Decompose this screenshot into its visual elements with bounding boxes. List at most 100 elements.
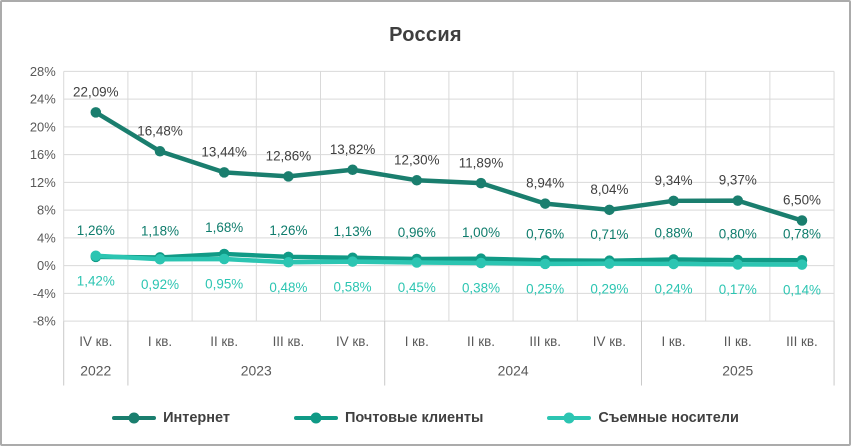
internet-data-point <box>604 204 615 216</box>
removable-media-data-label: 0,95% <box>205 277 243 292</box>
x-axis-quarter-label: II кв. <box>467 334 495 349</box>
removable-media-line <box>93 253 805 267</box>
mail-clients-data-label: 0,88% <box>655 226 693 241</box>
x-axis-quarter-label: II кв. <box>210 334 238 349</box>
internet-data-point <box>347 164 358 175</box>
internet-data-point <box>218 167 230 178</box>
y-axis-tick-label: 4% <box>37 230 56 245</box>
internet-data-label: 13,44% <box>201 145 247 160</box>
removable-media-data-point <box>154 253 166 265</box>
mail-clients-data-label: 0,71% <box>590 227 628 242</box>
internet-data-label: 8,94% <box>526 176 564 191</box>
y-axis-tick-label: 28% <box>30 64 56 79</box>
removable-media-data-point <box>732 259 744 270</box>
internet-data-point <box>475 177 487 189</box>
mail-clients-data-label: 0,80% <box>719 226 757 241</box>
mail-clients-data-label: 1,26% <box>77 223 115 238</box>
x-axis-quarter-label: III кв. <box>786 334 818 349</box>
x-axis-quarter-label: IV кв. <box>593 334 626 349</box>
removable-media-data-point <box>604 258 615 269</box>
internet-data-point <box>732 195 744 206</box>
x-axis-year-label: 2024 <box>498 363 529 379</box>
x-axis-quarter-label: IV кв. <box>336 334 369 349</box>
y-axis-tick-label: 0% <box>37 258 56 273</box>
internet-data-point <box>154 146 166 157</box>
removable-media-data-label: 1,42% <box>77 274 115 289</box>
mail-clients-line <box>93 251 805 263</box>
y-axis-tick-label: 8% <box>37 203 56 218</box>
x-axis-year-label: 2022 <box>80 363 111 379</box>
removable-media-data-label: 0,38% <box>462 281 500 296</box>
removable-media-data-point <box>283 257 294 268</box>
removable-media-data-point <box>475 257 487 269</box>
removable-media-data-label: 0,17% <box>719 282 757 297</box>
chart-title: Россия <box>389 24 462 46</box>
x-axis-quarter-label: III кв. <box>529 334 561 349</box>
removable-media-data-label: 0,14% <box>783 282 821 297</box>
mail-clients-data-label: 0,78% <box>783 226 821 241</box>
mail-clients-data-label: 1,13% <box>334 224 372 239</box>
internet-data-point <box>283 171 294 182</box>
mail-clients-data-label: 1,18% <box>141 224 179 239</box>
internet-data-point <box>796 215 808 226</box>
removable-media-data-point <box>796 259 808 270</box>
removable-media-line-marker-icon <box>547 412 592 424</box>
internet-data-label: 12,86% <box>266 149 312 164</box>
chart-legend: Интернет Почтовые клиенты Съемные носите… <box>2 404 849 432</box>
internet-data-label: 22,09% <box>73 85 119 100</box>
x-axis-quarter-label: III кв. <box>273 334 305 349</box>
removable-media-data-point <box>90 250 102 262</box>
internet-data-point <box>411 175 423 186</box>
removable-media-data-label: 0,45% <box>398 280 436 295</box>
internet-data-label: 9,37% <box>719 173 757 188</box>
x-axis-year-label: 2023 <box>241 363 272 379</box>
legend-item-mail-clients: Почтовые клиенты <box>294 410 483 426</box>
y-axis-tick-label: 16% <box>30 147 56 162</box>
removable-media-data-label: 0,58% <box>334 279 372 294</box>
legend-item-internet: Интернет <box>112 410 230 426</box>
removable-media-data-point <box>539 258 551 270</box>
mail-clients-data-label: 1,26% <box>269 223 307 238</box>
internet-data-label: 8,04% <box>590 182 628 197</box>
removable-media-data-label: 0,29% <box>590 281 628 296</box>
internet-data-point <box>668 195 679 207</box>
removable-media-data-label: 0,48% <box>269 280 307 295</box>
x-axis-quarter-label: IV кв. <box>79 334 112 349</box>
removable-media-dot-icon <box>563 412 575 424</box>
y-axis-tick-label: 24% <box>30 92 56 107</box>
internet-data-label: 9,34% <box>655 173 693 188</box>
removable-media-data-point <box>218 253 230 265</box>
x-axis-quarter-label: II кв. <box>724 334 752 349</box>
x-axis-quarter-label: I кв. <box>405 334 429 349</box>
internet-data-label: 13,82% <box>330 142 376 157</box>
internet-data-label: 11,89% <box>459 155 504 170</box>
mail-clients-line-marker-icon <box>294 412 338 424</box>
mail-clients-data-label: 1,00% <box>462 225 500 240</box>
y-axis-tick-label: 12% <box>30 175 56 190</box>
legend-label-removable-media: Съемные носители <box>598 410 739 426</box>
internet-line <box>93 110 805 223</box>
removable-media-data-label: 0,92% <box>141 277 179 292</box>
removable-media-data-label: 0,24% <box>655 282 693 297</box>
y-axis-tick-label: 20% <box>30 119 56 134</box>
removable-media-data-point <box>347 256 358 267</box>
mail-clients-dot-icon <box>310 412 322 424</box>
y-axis-tick-label: -8% <box>33 314 57 329</box>
mail-clients-data-label: 0,76% <box>526 227 564 242</box>
internet-data-point <box>539 198 551 209</box>
x-axis-quarter-label: I кв. <box>148 334 172 349</box>
internet-data-label: 16,48% <box>137 123 183 138</box>
x-axis-quarter-label: I кв. <box>661 334 685 349</box>
removable-media-data-point <box>411 257 423 268</box>
removable-media-data-label: 0,25% <box>526 282 564 297</box>
removable-media-data-point <box>668 258 679 270</box>
x-axis-year-label: 2025 <box>722 363 753 379</box>
internet-line-marker-icon <box>112 412 157 424</box>
legend-item-removable-media: Съемные носители <box>547 410 739 426</box>
internet-data-label: 12,30% <box>394 152 440 167</box>
legend-label-mail-clients: Почтовые клиенты <box>345 410 484 426</box>
internet-data-label: 6,50% <box>783 193 821 208</box>
internet-data-point <box>90 107 102 118</box>
legend-label-internet: Интернет <box>163 410 230 426</box>
